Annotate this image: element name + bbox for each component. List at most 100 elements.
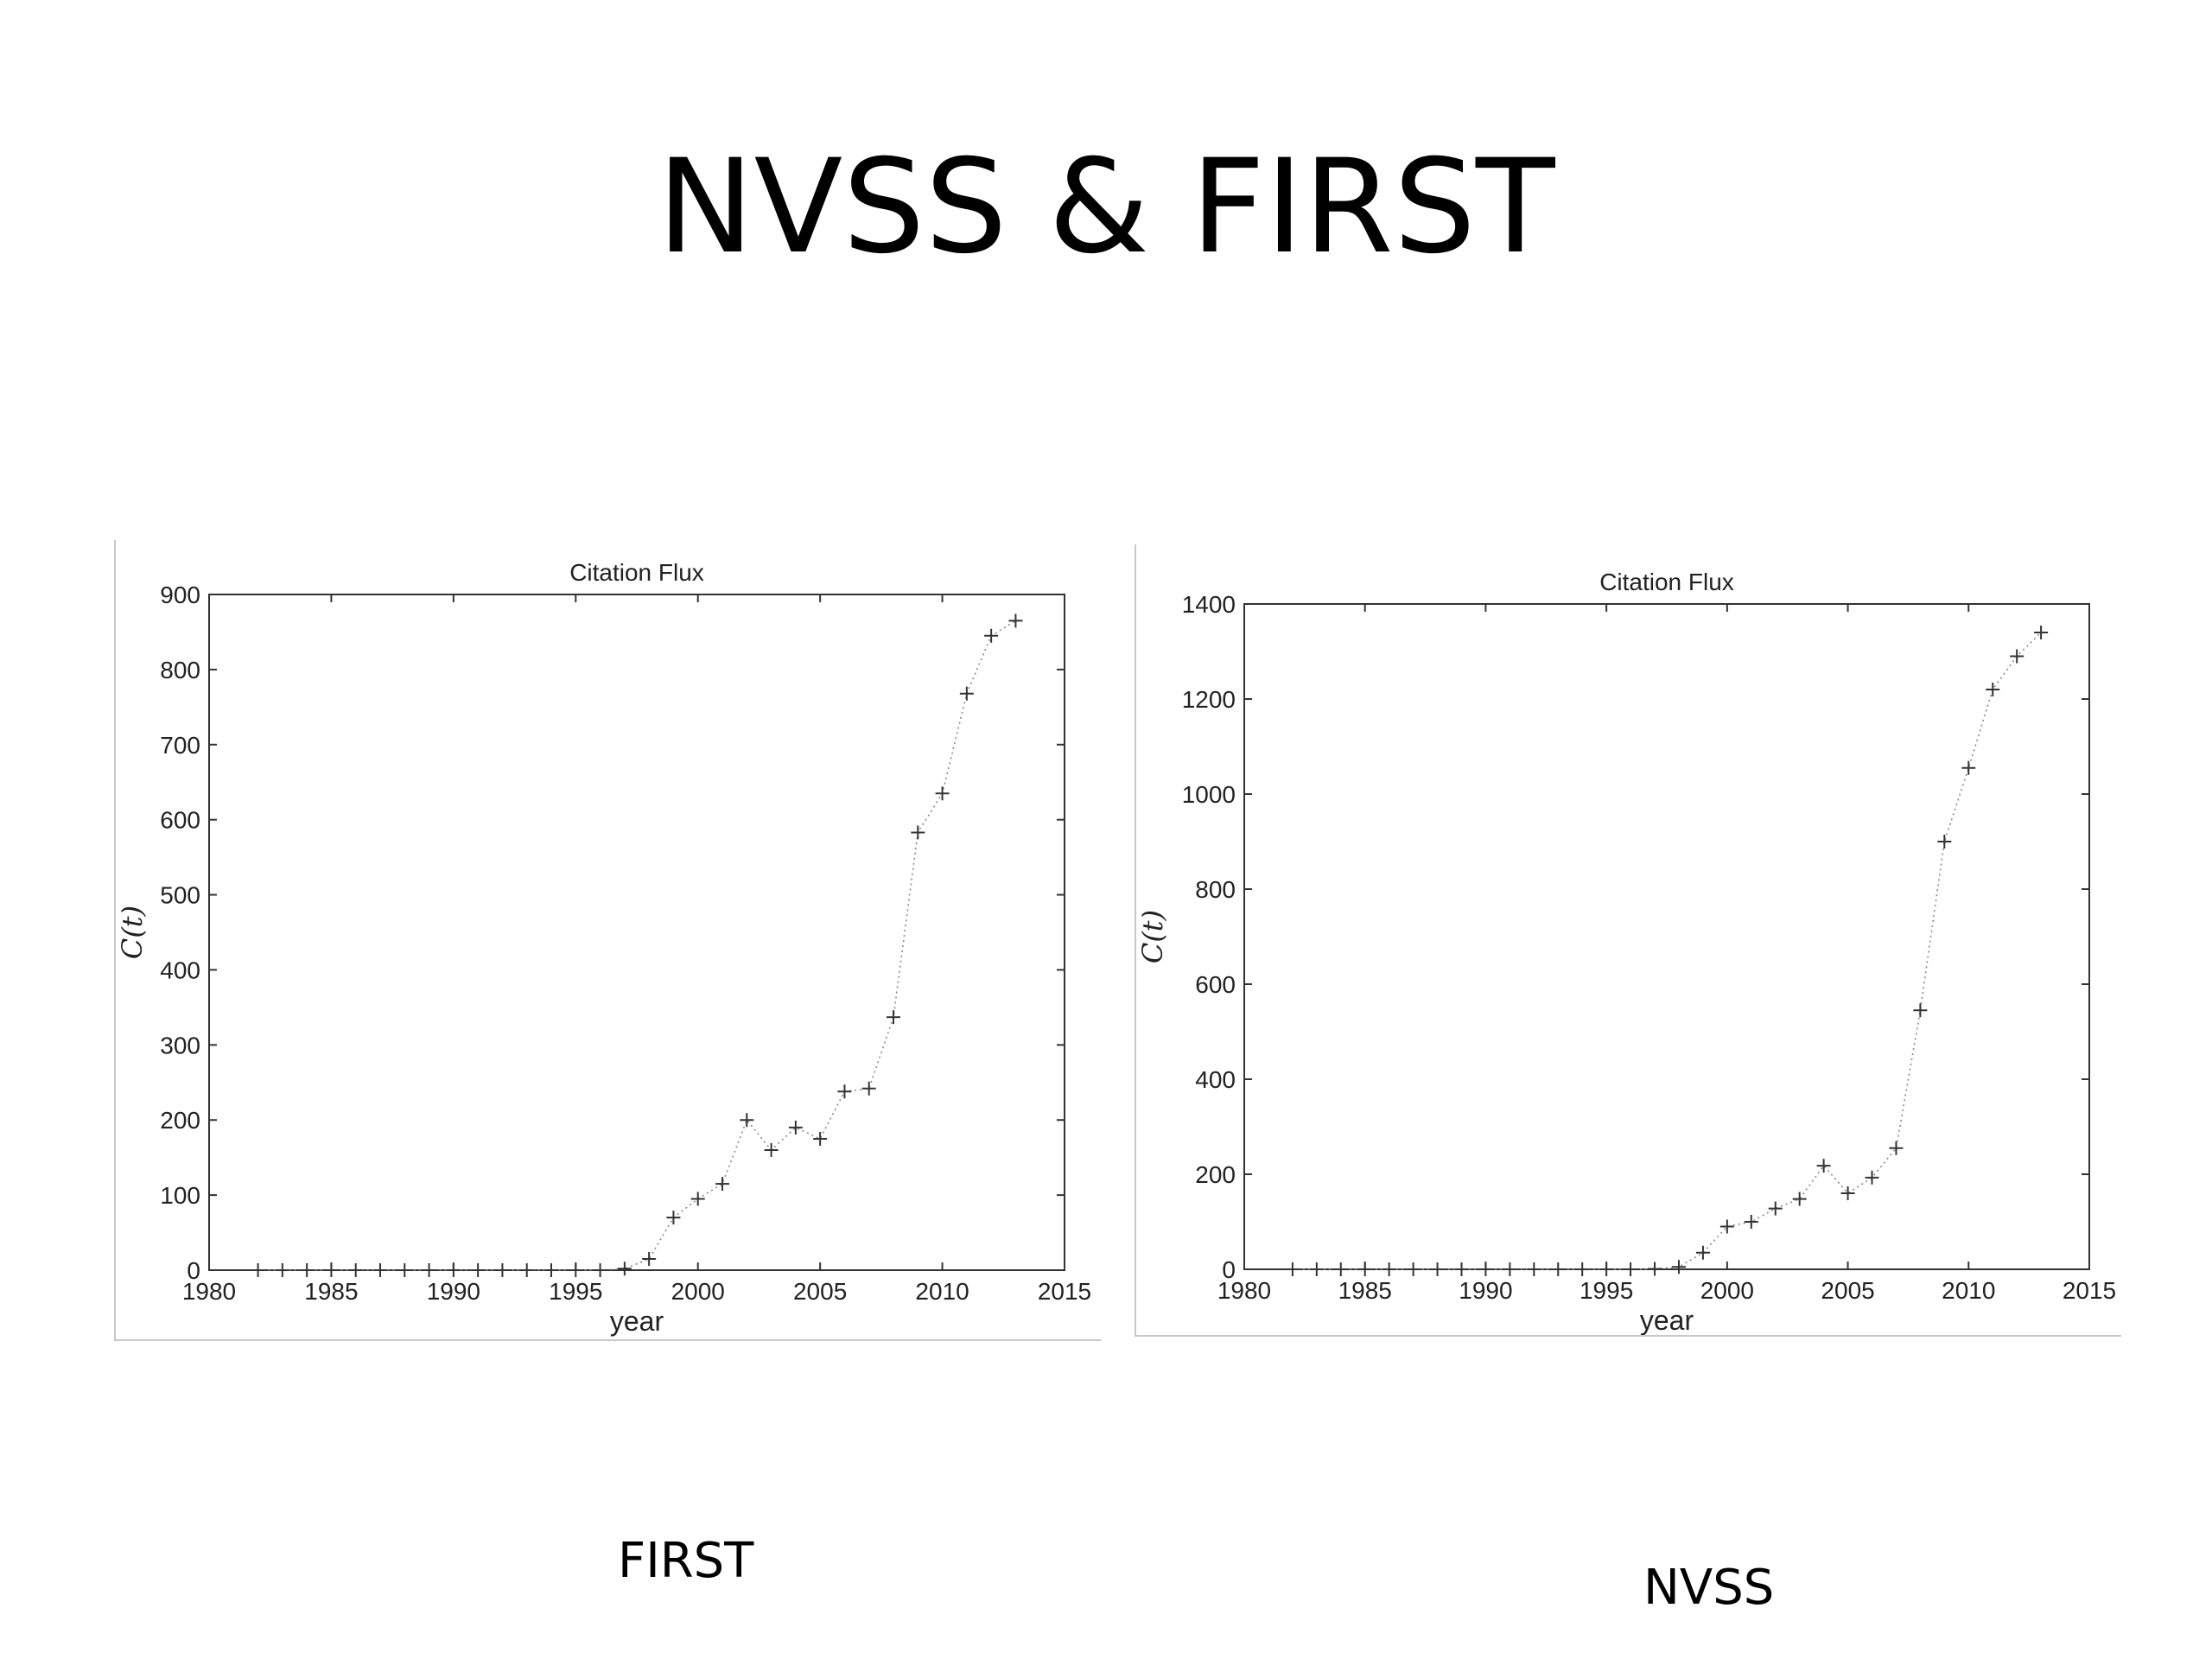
data-point xyxy=(788,1120,803,1135)
data-point xyxy=(1961,760,1976,775)
plot-frame xyxy=(208,594,1065,1271)
caption-first: FIRST xyxy=(618,1533,754,1589)
x-tick-label: 2015 xyxy=(1038,1278,1091,1305)
data-point xyxy=(1333,1262,1348,1276)
y-tick-label: 1200 xyxy=(1182,686,1236,713)
data-point xyxy=(764,1142,779,1157)
x-tick-label: 1990 xyxy=(1459,1277,1512,1304)
x-tick-label: 1990 xyxy=(427,1278,480,1305)
data-point xyxy=(1744,1215,1758,1229)
x-tick-label: 2010 xyxy=(1942,1277,1995,1304)
data-point xyxy=(300,1263,315,1277)
y-tick-label: 1000 xyxy=(1182,781,1236,808)
data-point xyxy=(397,1263,412,1277)
data-point xyxy=(1382,1262,1396,1276)
data-point xyxy=(1624,1262,1638,1276)
data-point xyxy=(1309,1262,1324,1276)
data-point xyxy=(1008,613,1023,628)
data-point xyxy=(1599,1262,1614,1276)
data-point xyxy=(1695,1245,1710,1260)
data-point xyxy=(617,1262,632,1276)
data-point xyxy=(495,1263,510,1277)
data-point xyxy=(373,1263,387,1277)
chart-panel-nvss: Citation Flux 1980 1985 1990 1995 2000 2005 201… xyxy=(1135,544,2121,1337)
y-tick-label: 400 xyxy=(160,957,200,983)
data-point xyxy=(1865,1170,1879,1185)
x-axis-label: year xyxy=(1640,1305,1694,1335)
data-point xyxy=(715,1177,729,1192)
y-tick-label: 600 xyxy=(1195,971,1236,998)
y-axis-label: C(t) xyxy=(1136,910,1169,963)
y-tick-label: 1400 xyxy=(1182,591,1236,618)
y-tick-label: 500 xyxy=(160,882,200,909)
data-point xyxy=(837,1084,852,1099)
x-tick-label: 2005 xyxy=(793,1278,847,1305)
data-point xyxy=(275,1263,289,1277)
data-point xyxy=(984,628,999,643)
data-point xyxy=(1648,1262,1662,1276)
data-point xyxy=(519,1263,534,1277)
chart-title: Citation Flux xyxy=(569,559,704,586)
data-point xyxy=(251,1263,265,1277)
data-point xyxy=(642,1251,657,1266)
data-point xyxy=(569,1263,583,1277)
x-tick-label: 1980 xyxy=(1217,1277,1271,1304)
data-point xyxy=(690,1192,705,1206)
y-tick-label: 700 xyxy=(160,732,200,759)
data-point xyxy=(1527,1262,1541,1276)
y-axis-label: C(t) xyxy=(116,906,149,959)
slide-title: NVSS & FIRST xyxy=(657,132,1555,283)
x-tick-label: 1995 xyxy=(549,1278,602,1305)
data-point xyxy=(1913,1003,1928,1018)
y-tick-label: 900 xyxy=(160,582,200,608)
data-point xyxy=(1478,1262,1493,1276)
data-point xyxy=(666,1211,681,1225)
plot-frame xyxy=(1243,603,2090,1270)
data-point xyxy=(1575,1262,1590,1276)
data-point xyxy=(1551,1262,1566,1276)
data-point xyxy=(959,686,974,701)
y-tick-label: 300 xyxy=(160,1032,200,1058)
data-point xyxy=(1816,1159,1831,1173)
y-tick-label: 400 xyxy=(1195,1066,1236,1093)
data-point xyxy=(1285,1262,1300,1276)
caption-nvss: NVSS xyxy=(1643,1560,1775,1616)
data-point xyxy=(1671,1260,1686,1274)
x-axis-label: year xyxy=(610,1306,664,1337)
data-point xyxy=(1768,1201,1783,1216)
y-tick-label: 800 xyxy=(160,657,200,683)
data-point xyxy=(1406,1262,1421,1276)
data-point xyxy=(2034,626,2049,639)
data-point xyxy=(1840,1186,1855,1200)
y-tick-label: 0 xyxy=(187,1257,200,1284)
data-point xyxy=(2010,649,2024,664)
series-line xyxy=(1292,632,2042,1270)
x-tick-label: 2005 xyxy=(1821,1277,1874,1304)
data-point xyxy=(593,1263,607,1277)
data-point xyxy=(740,1113,754,1128)
y-tick-label: 200 xyxy=(160,1107,200,1134)
x-tick-label: 1985 xyxy=(304,1278,358,1305)
data-point xyxy=(1503,1262,1517,1276)
data-point xyxy=(348,1263,363,1277)
data-point xyxy=(887,1010,900,1025)
data-point xyxy=(935,786,950,801)
data-point xyxy=(471,1263,486,1277)
chart-panel-first: Citation Flux 1980 1985 1990 1995 2000 2005 201… xyxy=(114,540,1101,1341)
y-tick-label: 800 xyxy=(1195,876,1236,903)
chart-title: Citation Flux xyxy=(1599,569,1734,595)
data-point xyxy=(1719,1219,1734,1234)
y-tick-label: 200 xyxy=(1195,1161,1236,1188)
x-tick-label: 2010 xyxy=(915,1278,969,1305)
data-point xyxy=(1986,683,2000,696)
x-tick-label: 2015 xyxy=(2063,1277,2116,1304)
x-tick-label: 1980 xyxy=(182,1278,236,1305)
data-point xyxy=(1430,1262,1445,1276)
data-point xyxy=(1937,835,1952,849)
data-point xyxy=(911,825,925,840)
x-tick-label: 1995 xyxy=(1580,1277,1633,1304)
data-point xyxy=(1792,1192,1807,1206)
y-tick-label: 100 xyxy=(160,1182,200,1209)
